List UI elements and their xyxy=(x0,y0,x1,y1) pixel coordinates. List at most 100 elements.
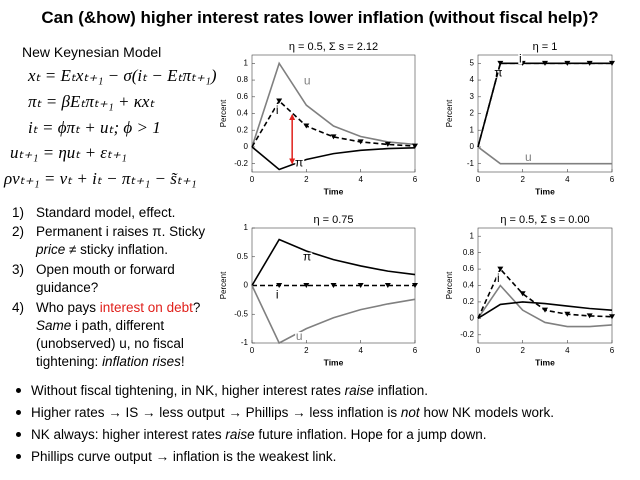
series-label: u xyxy=(304,74,311,88)
x-tick-label: 2 xyxy=(520,175,525,184)
note: 2) Permanent i raises π. Sticky price ≠ s… xyxy=(12,223,217,259)
bullet-text: future inflation. Hope for a jump down. xyxy=(254,427,487,442)
y-tick-label: 1 xyxy=(470,231,475,240)
series-label: i xyxy=(519,52,522,66)
note-number: 1) xyxy=(12,205,25,220)
marker xyxy=(303,123,310,129)
note-number: 4) xyxy=(12,300,25,315)
marker xyxy=(303,283,310,288)
marker xyxy=(586,313,593,319)
marker xyxy=(564,60,571,66)
model-heading: New Keynesian Model xyxy=(22,44,162,60)
y-tick-label: 0.6 xyxy=(463,264,475,273)
y-tick-label: 0.4 xyxy=(237,109,249,118)
series-label: i xyxy=(276,288,279,302)
marker xyxy=(357,283,364,288)
x-tick-label: 0 xyxy=(476,346,481,355)
series-label: π xyxy=(295,156,303,170)
note-text: ≠ sticky inflation. xyxy=(65,242,168,257)
x-tick-label: 2 xyxy=(520,346,525,355)
series-label: π xyxy=(303,250,311,264)
equation: iₜ = ϕπₜ + uₜ; ϕ > 1 xyxy=(28,118,161,137)
marker xyxy=(609,314,615,320)
series-label: u xyxy=(296,329,303,343)
y-tick-label: 0 xyxy=(244,142,249,151)
x-tick-label: 4 xyxy=(565,175,570,184)
chart-title: η = 0.5, Σ s = 0.00 xyxy=(500,214,589,226)
y-tick-label: 4 xyxy=(470,75,475,84)
note-text: inflation rises xyxy=(102,354,181,369)
note-text: interest on debt xyxy=(99,300,193,315)
bullet-text: Phillips curve output → inflation is the… xyxy=(31,449,337,464)
y-tick-label: 1 xyxy=(244,223,249,232)
y-tick-label: 0.6 xyxy=(237,92,249,101)
x-tick-label: 0 xyxy=(476,175,481,184)
note-text: price xyxy=(36,242,66,257)
marker xyxy=(412,283,418,288)
note: 1) Standard model, effect. xyxy=(12,204,217,222)
x-tick-label: 6 xyxy=(610,346,615,355)
marker xyxy=(412,143,418,149)
bullet-text: inflation. xyxy=(373,383,428,398)
y-tick-label: 5 xyxy=(470,58,475,67)
bullet: Phillips curve output → inflation is the… xyxy=(14,449,336,464)
marker xyxy=(276,283,283,288)
marker xyxy=(497,60,504,66)
arrow-head xyxy=(289,158,296,165)
marker xyxy=(564,311,571,317)
bullet: NK always: higher interest rates raise f… xyxy=(14,427,487,442)
bullet-text: NK always: higher interest rates xyxy=(31,427,226,442)
series-line xyxy=(251,285,416,345)
y-tick-label: -1 xyxy=(241,338,249,347)
x-tick-label: 4 xyxy=(358,175,363,184)
series-line xyxy=(251,61,416,148)
y-tick-label: -0.2 xyxy=(234,159,248,168)
x-tick-label: 6 xyxy=(413,346,418,355)
series-line xyxy=(477,284,613,328)
x-tick-label: 2 xyxy=(304,346,309,355)
y-axis-label: Percent xyxy=(445,271,454,299)
note: 3) Open mouth or forward guidance? xyxy=(12,261,217,297)
bullet-text: Without fiscal tightening, in NK, higher… xyxy=(31,383,345,398)
equation: xₜ = Eₜxₜ₊₁ − σ(iₜ − Eₜπₜ₊₁) xyxy=(28,66,217,85)
equation: uₜ₊₁ = ηuₜ + εₜ₊₁ xyxy=(10,143,127,162)
marker xyxy=(276,98,283,104)
bullet-text: raise xyxy=(344,383,374,398)
y-tick-label: 1 xyxy=(470,125,475,134)
note-text: Same xyxy=(36,318,72,333)
series-line xyxy=(477,301,613,320)
bullet-text: raise xyxy=(225,427,255,442)
y-axis-label: Percent xyxy=(219,271,228,299)
series-line xyxy=(251,238,416,286)
series-label: i xyxy=(276,103,279,117)
x-tick-label: 6 xyxy=(610,175,615,184)
note: 4) Who pays interest on debt? Same i path… xyxy=(12,299,217,371)
chart-title: η = 0.75 xyxy=(313,214,353,226)
note-text: i path, different (unobserved) u, no fis… xyxy=(36,318,184,369)
note-number: 3) xyxy=(12,262,25,277)
y-tick-label: 0.8 xyxy=(463,248,475,257)
marker xyxy=(519,60,526,66)
y-tick-label: 0.8 xyxy=(237,75,249,84)
bullet-text: Higher rates → IS → less output → Philli… xyxy=(31,405,401,420)
y-tick-label: -1 xyxy=(467,159,475,168)
equation: ρvₜ₊₁ = vₜ + iₜ − πₜ₊₁ − s̃ₜ₊₁ xyxy=(4,169,197,188)
marker xyxy=(609,60,615,66)
y-tick-label: 1 xyxy=(244,58,249,67)
y-tick-label: 0 xyxy=(244,281,249,290)
x-tick-label: 6 xyxy=(413,175,418,184)
bullet: Higher rates → IS → less output → Philli… xyxy=(14,405,554,420)
note-text: Who pays xyxy=(36,300,100,315)
arrow-head xyxy=(289,113,296,120)
slide-title: Can (&how) higher interest rates lower i… xyxy=(41,8,599,27)
series-line xyxy=(477,146,612,165)
note-text: Permanent i raises π. Sticky xyxy=(36,224,206,239)
y-tick-label: 0.2 xyxy=(237,125,249,134)
y-tick-label: 0.5 xyxy=(237,252,249,261)
series-label: i xyxy=(497,271,500,285)
y-tick-label: 0.2 xyxy=(463,297,475,306)
y-axis-label: Percent xyxy=(219,99,228,127)
note-text: ? xyxy=(192,300,201,315)
bullet: Without fiscal tightening, in NK, higher… xyxy=(14,383,428,398)
